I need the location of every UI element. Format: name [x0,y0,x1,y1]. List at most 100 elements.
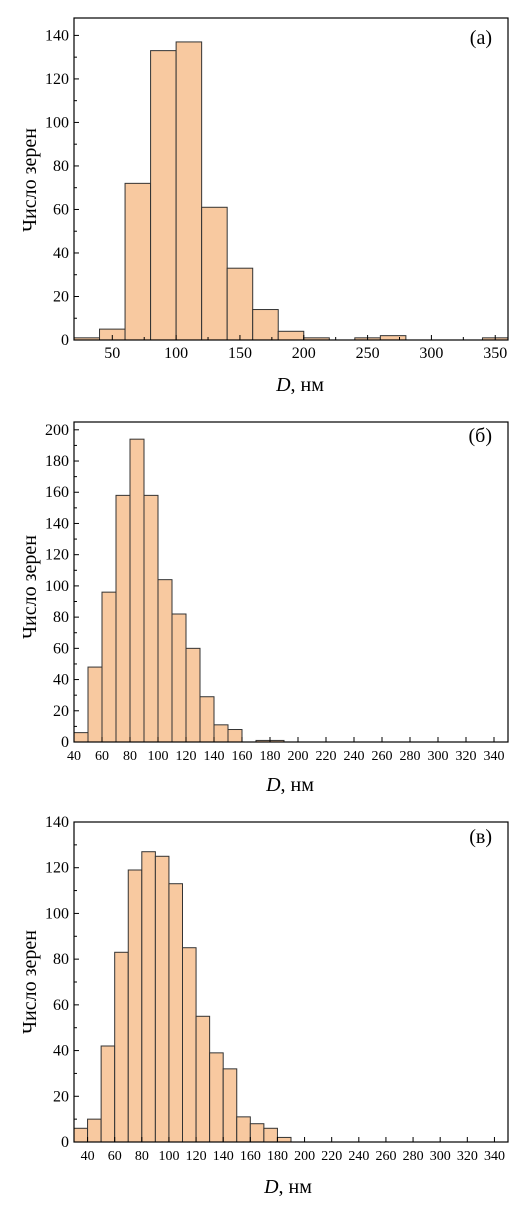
bar-c-2 [100,1045,116,1143]
xtick-label-b-6: 160 [232,749,253,764]
xtick-label-a-1: 100 [164,345,188,362]
ytick-label-c-2: 40 [53,1043,69,1060]
ytick-label-b-0: 0 [61,734,69,751]
xtick-label-c-3: 100 [158,1149,179,1164]
bar-b-0 [73,732,89,743]
ytick-label-a-2: 40 [53,245,69,262]
ytick-label-b-1: 20 [53,703,69,720]
xlabel-c-symbol: D [263,1176,279,1198]
ytick-label-c-3: 60 [53,997,69,1014]
ylabel-a: Число зерен [19,128,41,232]
bar-c-7 [168,883,183,1143]
bar-b-8 [185,647,201,743]
xlabel-a-unit: , нм [291,374,325,396]
bar-b-11 [227,729,243,743]
ytick-label-b-2: 40 [53,672,69,689]
ytick-label-b-7: 140 [45,515,69,532]
ytick-label-b-8: 160 [45,484,69,501]
ytick-label-c-4: 80 [53,951,69,968]
ytick-label-a-6: 120 [45,71,69,88]
xtick-label-b-7: 180 [260,749,281,764]
bar-c-1 [87,1118,102,1143]
bar-c-10 [209,1052,224,1143]
xtick-label-a-4: 250 [356,345,380,362]
xtick-label-a-6: 350 [483,345,507,362]
ylabel-b: Число зерен [19,535,41,639]
ytick-label-c-0: 0 [61,1134,69,1151]
xtick-label-c-1: 60 [108,1149,122,1164]
xlabel-b-symbol: D [265,774,281,796]
xtick-label-b-1: 60 [95,749,109,764]
xlabel-c: D, нм [263,1176,312,1198]
panel-label-a: (а) [470,27,492,49]
xtick-label-b-0: 40 [67,749,81,764]
xtick-label-b-5: 140 [204,749,225,764]
ytick-label-b-9: 180 [45,453,69,470]
xtick-label-b-14: 320 [456,749,477,764]
ytick-label-b-6: 120 [45,547,69,564]
bar-b-9 [199,696,215,743]
bar-b-3 [115,494,131,743]
xtick-label-b-4: 120 [176,749,197,764]
xtick-label-c-14: 320 [457,1149,478,1164]
xtick-label-b-9: 220 [316,749,337,764]
xtick-label-c-6: 160 [240,1149,261,1164]
bar-b-7 [171,613,187,743]
xtick-label-b-10: 240 [344,749,365,764]
panel-b: Число зерен D, нм (б) 0 20 40 60 80 100 120 140… [19,421,509,796]
xtick-label-c-15: 340 [484,1149,505,1164]
panel-c: Число зерен D, нм (в) 0 20 40 60 80 100 120 140… [19,814,509,1198]
ytick-label-c-1: 20 [53,1088,69,1105]
bar-a-7 [252,309,279,341]
ytick-label-b-10: 200 [45,422,69,439]
xtick-label-a-0: 50 [104,345,120,362]
bar-c-13 [249,1123,265,1143]
bar-c-8 [182,947,197,1143]
xtick-label-b-8: 200 [288,749,309,764]
bar-a-5 [201,206,228,341]
ytick-label-a-7: 140 [45,27,69,44]
xtick-label-c-5: 140 [213,1149,234,1164]
bar-a-2 [124,182,152,341]
ytick-label-c-5: 100 [45,905,69,922]
bar-a-3 [150,50,177,341]
bar-c-5 [141,851,156,1143]
xtick-label-c-12: 280 [403,1149,424,1164]
plot-frame-b [73,421,509,743]
ytick-label-b-5: 100 [45,578,69,595]
xlabel-b-unit: , нм [281,774,315,796]
xtick-label-c-2: 80 [135,1149,149,1164]
bar-c-0 [73,1127,89,1143]
xtick-label-a-2: 150 [228,345,252,362]
bar-c-6 [154,855,170,1143]
xtick-label-c-11: 260 [375,1149,396,1164]
xtick-label-b-13: 300 [428,749,449,764]
panel-label-b: (б) [469,425,493,447]
xtick-label-c-10: 240 [348,1149,369,1164]
xtick-label-c-7: 180 [267,1149,288,1164]
xlabel-a-symbol: D [275,374,291,396]
ytick-label-a-0: 0 [61,332,69,349]
bar-c-14 [263,1127,278,1143]
xtick-label-b-12: 280 [400,749,421,764]
bar-a-8 [277,330,305,341]
bar-c-11 [222,1068,238,1143]
bar-c-15 [276,1136,292,1143]
xtick-label-a-5: 300 [419,345,443,362]
bar-a-4 [175,41,203,341]
bar-b-10 [213,724,229,743]
plot-frame-a [73,17,509,341]
bar-c-9 [195,1015,211,1143]
bar-b-6 [157,579,173,743]
ytick-label-a-3: 60 [53,201,69,218]
bar-c-3 [114,951,129,1143]
bar-b-5 [143,494,159,743]
bar-b-1 [87,666,103,743]
xtick-label-c-0: 40 [81,1149,95,1164]
ytick-label-b-3: 60 [53,640,69,657]
xtick-label-b-2: 80 [123,749,137,764]
bar-c-12 [236,1116,251,1143]
xtick-label-b-3: 100 [148,749,169,764]
xtick-label-a-3: 200 [292,345,316,362]
